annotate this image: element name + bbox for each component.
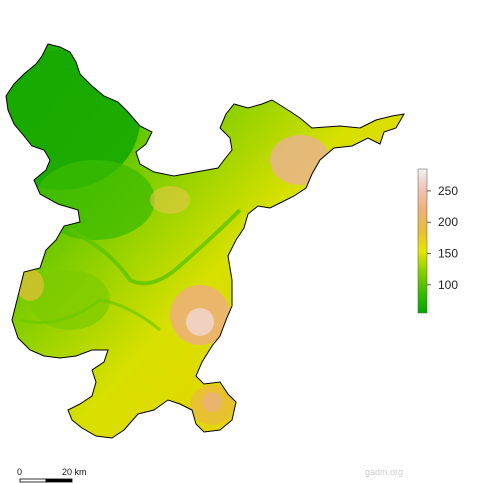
region-outline <box>5 43 405 439</box>
legend-tick-label: 100 <box>438 278 458 292</box>
legend-tick-label: 200 <box>438 215 458 229</box>
region-area <box>6 44 404 438</box>
legend-tick-label: 250 <box>438 184 458 198</box>
legend-tick-label: 150 <box>438 247 458 261</box>
scale-start-label: 0 <box>17 467 22 477</box>
credit-text: gadm.org <box>365 467 404 477</box>
legend-color-bar <box>417 168 428 314</box>
scale-end-label: 20 km <box>62 467 87 477</box>
scale-bar: 0 20 km <box>17 467 87 483</box>
elevation-legend: 100 150 200 250 <box>417 168 458 314</box>
